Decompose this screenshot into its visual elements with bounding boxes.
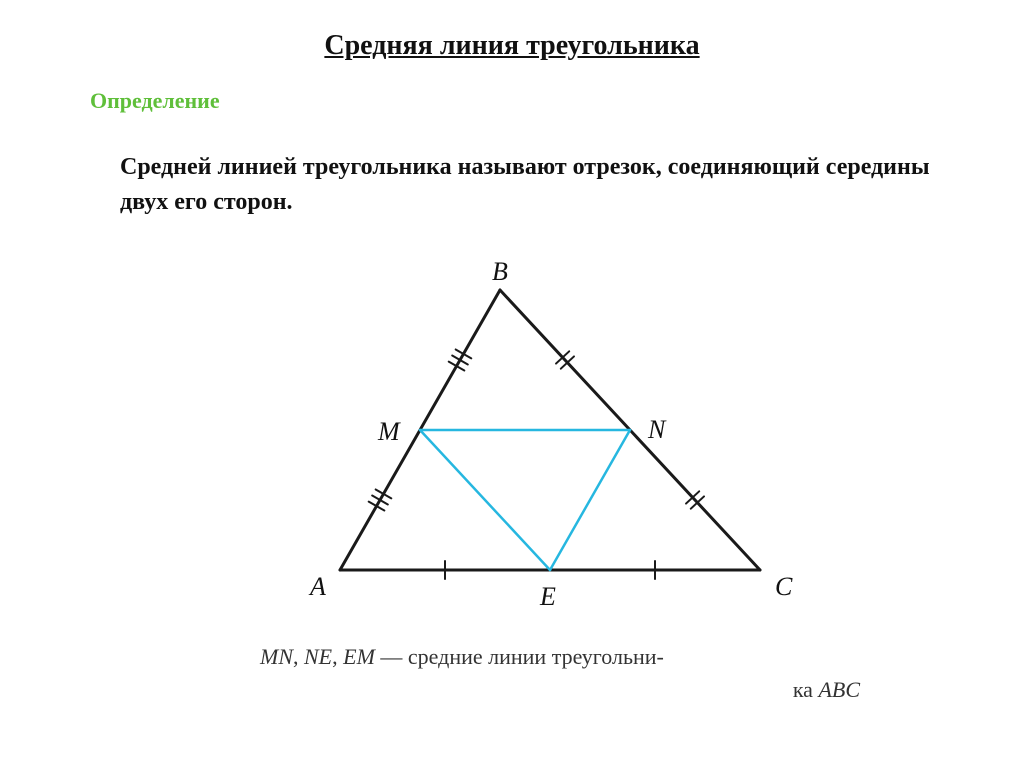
vertex-labels: A B C M N E xyxy=(308,260,793,611)
svg-text:C: C xyxy=(775,572,793,601)
figure-caption: MN, NE, EM — средние линии треугольни- к… xyxy=(260,640,900,706)
triangle-svg: A B C M N E xyxy=(260,260,820,640)
tick-marks xyxy=(369,349,704,579)
svg-text:A: A xyxy=(308,572,326,601)
svg-text:M: M xyxy=(377,417,401,446)
midline-triangle xyxy=(420,430,630,570)
definition-text: Средней линией треугольника называют отр… xyxy=(120,150,940,220)
caption-dash: — xyxy=(375,644,408,669)
page: Средняя линия треугольника Определение С… xyxy=(0,0,1024,767)
caption-sep-2: , xyxy=(332,644,343,669)
caption-triangle-abc: ABC xyxy=(818,677,860,702)
caption-seg-em: EM xyxy=(343,644,375,669)
triangle-figure: A B C M N E xyxy=(260,260,820,640)
page-title: Средняя линия треугольника xyxy=(0,30,1024,62)
caption-sep-1: , xyxy=(293,644,304,669)
caption-tail2-prefix: ка xyxy=(793,677,819,702)
svg-text:N: N xyxy=(647,415,667,444)
subheading-definition: Определение xyxy=(90,88,220,114)
caption-seg-ne: NE xyxy=(304,644,332,669)
caption-tail: средние линии треугольни- xyxy=(408,644,664,669)
svg-text:E: E xyxy=(539,582,556,611)
svg-text:B: B xyxy=(492,260,508,286)
caption-seg-mn: MN xyxy=(260,644,293,669)
